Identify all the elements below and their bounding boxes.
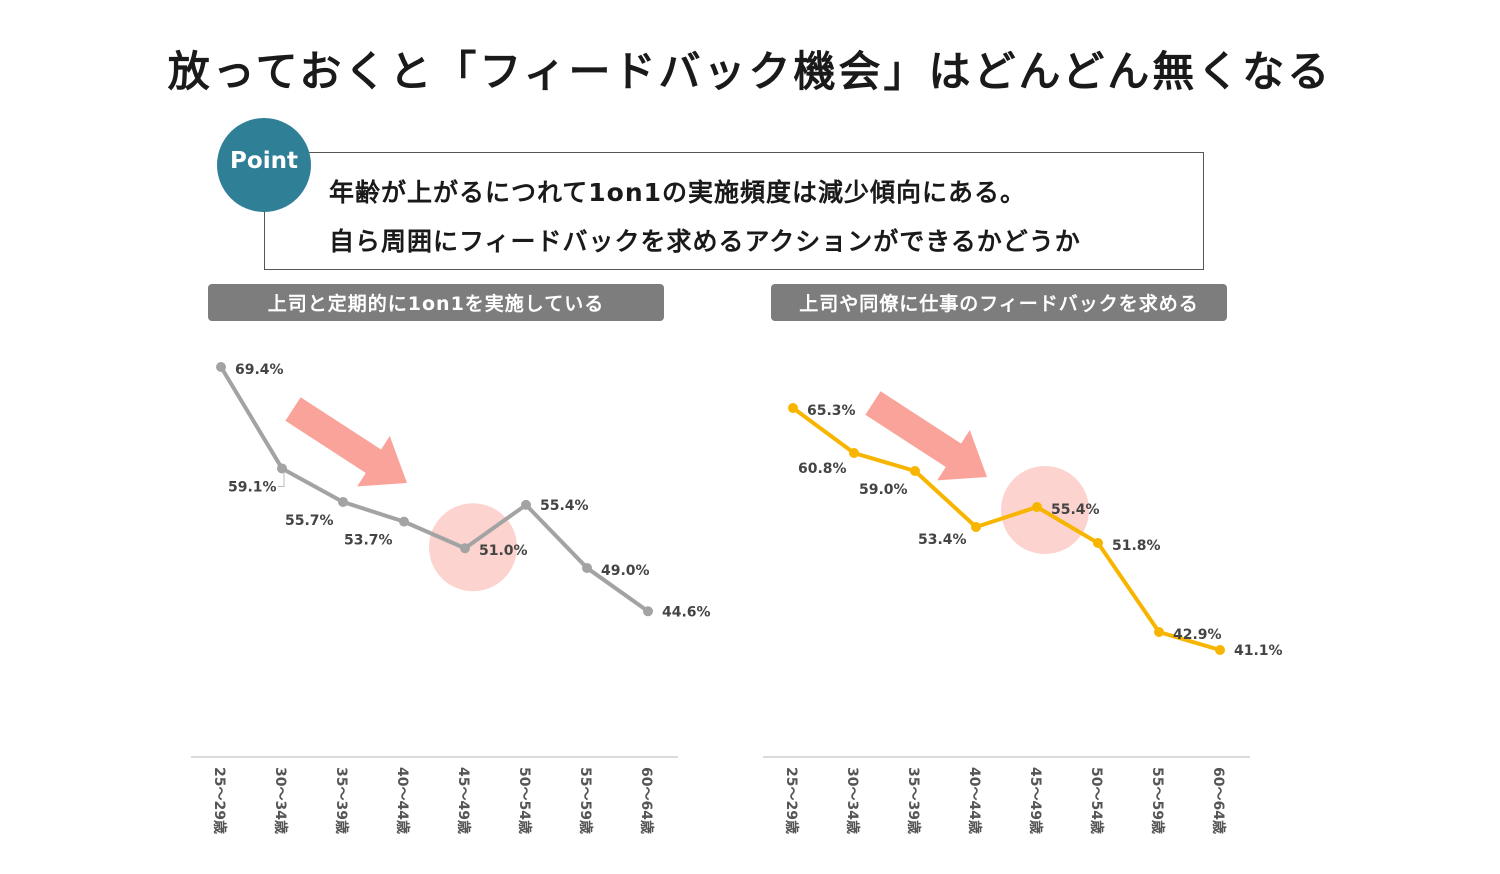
data-point bbox=[643, 606, 653, 616]
data-point bbox=[277, 463, 287, 473]
tick-label: 35～39歳 bbox=[333, 767, 350, 834]
data-point bbox=[338, 497, 348, 507]
data-label: 60.8% bbox=[798, 461, 847, 477]
data-label: 51.0% bbox=[479, 543, 528, 559]
tick-label: 25～29歳 bbox=[783, 767, 800, 834]
data-point bbox=[216, 362, 226, 372]
data-label: 42.9% bbox=[1173, 627, 1222, 643]
data-point bbox=[460, 543, 470, 553]
data-label: 53.7% bbox=[344, 533, 393, 549]
trend-arrow bbox=[865, 391, 987, 480]
leader-line bbox=[278, 472, 284, 486]
chart-1on1: 69.4% 59.1% 55.7% 53.7% 51.0% 55.4% 49.0% 44.6%… bbox=[191, 362, 711, 834]
data-label: 55.4% bbox=[540, 498, 589, 514]
data-label: 65.3% bbox=[807, 403, 856, 419]
data-point bbox=[971, 522, 981, 532]
data-point bbox=[1093, 538, 1103, 548]
data-point bbox=[521, 500, 531, 510]
trend-arrow bbox=[285, 397, 407, 486]
data-point bbox=[399, 517, 409, 527]
data-label: 55.4% bbox=[1051, 502, 1100, 518]
tick-label: 25～29歳 bbox=[211, 767, 228, 834]
tick-label: 45～49歳 bbox=[455, 767, 472, 834]
data-label: 59.0% bbox=[859, 482, 908, 498]
tick-label: 30～34歳 bbox=[844, 767, 861, 834]
data-label: 59.1% bbox=[228, 479, 277, 495]
tick-label: 50～54歳 bbox=[1088, 767, 1105, 834]
tick-label: 30～34歳 bbox=[272, 767, 289, 834]
data-point bbox=[788, 403, 798, 413]
tick-label: 55～59歳 bbox=[577, 767, 594, 834]
data-label: 53.4% bbox=[918, 532, 967, 548]
chart-feedback: 65.3% 60.8% 59.0% 53.4% 55.4% 51.8% 42.9% 41.1%… bbox=[763, 391, 1283, 834]
tick-label: 35～39歳 bbox=[905, 767, 922, 834]
data-label: 69.4% bbox=[235, 362, 284, 378]
data-point bbox=[1032, 502, 1042, 512]
tick-label: 40～44歳 bbox=[966, 767, 983, 834]
data-point bbox=[1215, 645, 1225, 655]
data-label: 49.0% bbox=[601, 563, 650, 579]
data-label: 55.7% bbox=[285, 513, 334, 529]
data-label: 51.8% bbox=[1112, 538, 1161, 554]
tick-label: 40～44歳 bbox=[394, 767, 411, 834]
tick-label: 60～64歳 bbox=[1210, 767, 1227, 834]
tick-label: 45～49歳 bbox=[1027, 767, 1044, 834]
data-point bbox=[910, 466, 920, 476]
tick-label: 60～64歳 bbox=[638, 767, 655, 834]
data-point bbox=[582, 563, 592, 573]
tick-label: 50～54歳 bbox=[516, 767, 533, 834]
data-label: 41.1% bbox=[1234, 643, 1283, 659]
tick-label: 55～59歳 bbox=[1149, 767, 1166, 834]
series-line bbox=[221, 367, 648, 611]
data-point bbox=[849, 448, 859, 458]
data-point bbox=[1154, 627, 1164, 637]
data-label: 44.6% bbox=[662, 604, 711, 620]
